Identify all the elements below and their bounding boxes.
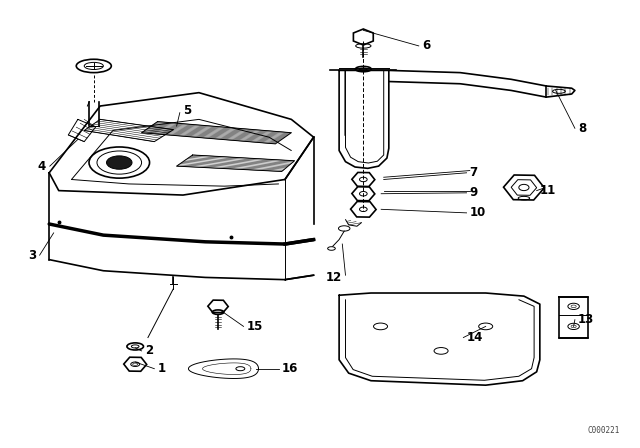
Text: C000221: C000221: [587, 426, 620, 435]
Text: 16: 16: [282, 362, 298, 375]
Text: 9: 9: [470, 186, 478, 199]
Text: 11: 11: [540, 184, 556, 197]
Text: 8: 8: [578, 122, 586, 135]
Ellipse shape: [106, 156, 132, 169]
Text: 2: 2: [145, 345, 153, 358]
Text: 12: 12: [326, 271, 342, 284]
Text: 1: 1: [157, 362, 166, 375]
Text: 15: 15: [246, 320, 263, 333]
Text: 5: 5: [183, 104, 191, 117]
Text: 6: 6: [422, 39, 430, 52]
Text: 3: 3: [28, 249, 36, 262]
Text: 13: 13: [578, 313, 595, 326]
Text: 7: 7: [470, 166, 478, 179]
Text: 4: 4: [38, 159, 46, 172]
Text: 10: 10: [470, 207, 486, 220]
Text: 14: 14: [467, 331, 483, 344]
